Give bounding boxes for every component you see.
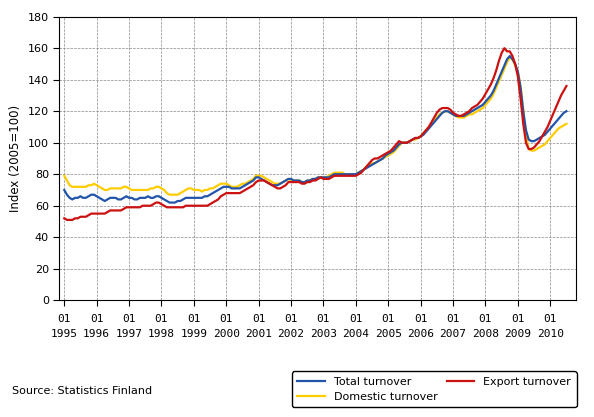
Text: 01: 01 (58, 314, 71, 324)
Total turnover (474, 106, 481, 111)
Total turnover (506, 53, 513, 58)
Total turnover (563, 109, 570, 114)
Text: 1997: 1997 (116, 329, 143, 339)
Text: 01: 01 (252, 314, 266, 324)
Export turnover (469, 106, 476, 111)
Total turnover (61, 188, 68, 193)
Text: 2004: 2004 (342, 329, 369, 339)
Export turnover (64, 217, 71, 222)
Domestic turnover (563, 121, 570, 126)
Text: 01: 01 (285, 314, 298, 324)
Text: 01: 01 (154, 314, 168, 324)
Total turnover (393, 145, 400, 150)
Total turnover (172, 200, 179, 205)
Text: 01: 01 (187, 314, 201, 324)
Export turnover (563, 83, 570, 88)
Legend: Total turnover, Domestic turnover, Export turnover: Total turnover, Domestic turnover, Expor… (292, 372, 577, 407)
Line: Total turnover: Total turnover (64, 56, 567, 203)
Text: 2009: 2009 (504, 329, 532, 339)
Line: Export turnover: Export turnover (64, 48, 567, 220)
Text: 2008: 2008 (472, 329, 499, 339)
Text: 01: 01 (479, 314, 492, 324)
Text: 01: 01 (511, 314, 525, 324)
Text: 01: 01 (220, 314, 233, 324)
Text: 1999: 1999 (181, 329, 207, 339)
Export turnover (474, 103, 481, 108)
Domestic turnover (172, 192, 179, 197)
Domestic turnover (61, 173, 68, 178)
Y-axis label: Index (2005=100): Index (2005=100) (10, 105, 23, 212)
Text: 2010: 2010 (537, 329, 564, 339)
Text: 01: 01 (414, 314, 428, 324)
Text: 1995: 1995 (50, 329, 78, 339)
Domestic turnover (393, 146, 400, 151)
Domestic turnover (307, 178, 314, 183)
Text: 2005: 2005 (375, 329, 402, 339)
Total turnover (80, 195, 87, 200)
Total turnover (469, 109, 476, 114)
Domestic turnover (469, 112, 476, 117)
Export turnover (172, 205, 179, 210)
Text: 01: 01 (317, 314, 330, 324)
Text: 1998: 1998 (148, 329, 175, 339)
Text: 2006: 2006 (407, 329, 434, 339)
Text: 01: 01 (90, 314, 103, 324)
Domestic turnover (474, 109, 481, 114)
Text: 01: 01 (122, 314, 136, 324)
Text: 01: 01 (446, 314, 460, 324)
Domestic turnover (166, 192, 173, 197)
Text: 01: 01 (544, 314, 557, 324)
Export turnover (501, 46, 508, 51)
Text: 2003: 2003 (310, 329, 337, 339)
Text: 2000: 2000 (213, 329, 240, 339)
Text: 2007: 2007 (440, 329, 466, 339)
Line: Domestic turnover: Domestic turnover (64, 58, 567, 195)
Text: 1996: 1996 (83, 329, 110, 339)
Domestic turnover (506, 55, 513, 60)
Text: 01: 01 (381, 314, 395, 324)
Text: 01: 01 (349, 314, 362, 324)
Total turnover (307, 178, 314, 183)
Text: 2001: 2001 (245, 329, 272, 339)
Text: Source: Statistics Finland: Source: Statistics Finland (12, 386, 152, 396)
Export turnover (61, 216, 68, 221)
Domestic turnover (80, 184, 87, 189)
Export turnover (393, 142, 400, 147)
Export turnover (83, 214, 90, 219)
Total turnover (166, 200, 173, 205)
Export turnover (307, 180, 314, 185)
Text: 2002: 2002 (277, 329, 305, 339)
